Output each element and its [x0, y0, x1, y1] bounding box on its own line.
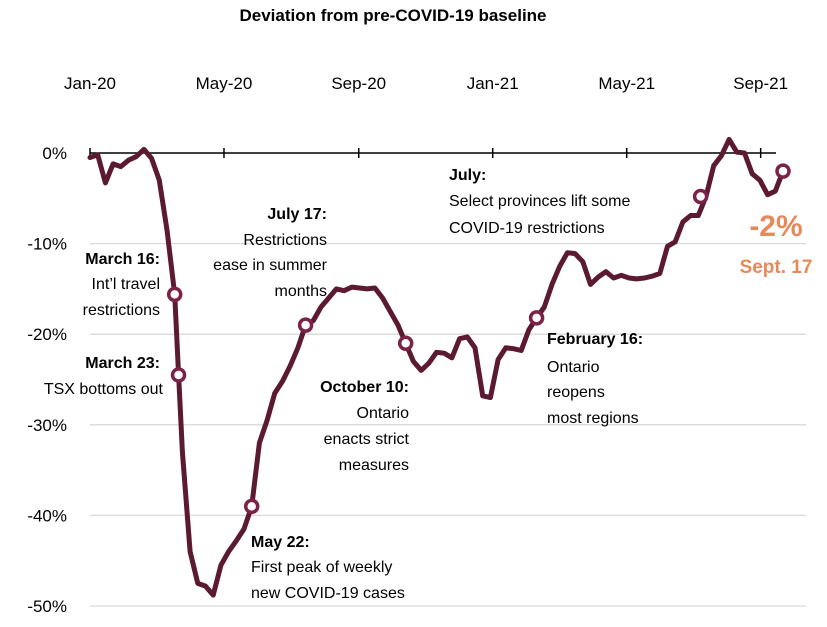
y-tick-label: -20% [27, 325, 67, 344]
annotation-line: restrictions [83, 302, 160, 319]
gridlines [90, 242, 806, 607]
annotation-line: Ontario [547, 359, 600, 376]
series-line [87, 136, 786, 598]
annotation-july-17: July 17: Restrictions ease in summer mon… [213, 206, 327, 300]
chart-title: Deviation from pre-COVID-19 baseline [239, 6, 546, 25]
event-marker [243, 498, 260, 515]
annotation-line: Ontario [357, 405, 410, 422]
annotation-title: February 16: [547, 331, 643, 348]
annotation-march-16: March 16: Int’l travel restrictions [83, 251, 160, 319]
annotation-line: measures [339, 457, 409, 474]
x-tick-label: Jan-21 [467, 74, 519, 93]
event-marker [166, 286, 183, 303]
latest-value-callout: -2% Sept. 17 [740, 210, 813, 278]
y-tick-label: -50% [27, 597, 67, 616]
callout-date: Sept. 17 [740, 257, 813, 278]
y-tick-label: -40% [27, 506, 67, 525]
annotation-july-2021: July: Select provinces lift some COVID-1… [449, 167, 631, 237]
annotation-title: March 23: [85, 355, 160, 372]
annotation-line: TSX bottoms out [44, 381, 164, 398]
annotation-line: COVID-19 restrictions [449, 220, 605, 237]
x-tick-label: Jan-20 [64, 74, 116, 93]
event-marker [692, 188, 709, 205]
annotation-title: March 16: [85, 251, 160, 268]
x-tick-label: May-21 [598, 74, 655, 93]
y-tick-label: -10% [27, 235, 67, 254]
annotation-line: ease in summer [213, 257, 327, 274]
annotation-line: enacts strict [324, 431, 410, 448]
annotation-line: Int’l travel [92, 276, 160, 293]
annotations: March 16: Int’l travel restrictions Marc… [44, 167, 813, 602]
callout-value: -2% [749, 210, 802, 243]
annotation-may-22: May 22: First peak of weekly new COVID-1… [251, 534, 405, 602]
annotation-title: May 22: [251, 534, 310, 551]
y-tick-label: 0% [42, 144, 67, 163]
annotation-title: July: [449, 167, 486, 184]
annotation-line: Restrictions [243, 232, 327, 249]
annotation-line: Select provinces lift some [449, 193, 631, 210]
y-tick-label: -30% [27, 416, 67, 435]
x-tick-label: May-20 [196, 74, 253, 93]
x-tick-label: Sep-21 [733, 74, 788, 93]
annotation-line: First peak of weekly [251, 559, 392, 576]
event-marker [775, 163, 791, 179]
annotation-title: October 10: [320, 379, 409, 396]
event-marker [170, 367, 187, 383]
annotation-february-16: February 16: Ontario reopens most region… [547, 331, 643, 427]
annotation-line: months [275, 283, 327, 300]
annotation-title: July 17: [267, 206, 327, 223]
event-marker [528, 310, 545, 326]
annotation-march-23: March 23: TSX bottoms out [44, 355, 164, 398]
event-markers [166, 163, 791, 515]
event-marker [297, 317, 314, 333]
annotation-line: reopens [547, 384, 605, 401]
annotation-line: new COVID-19 cases [251, 585, 405, 602]
event-marker [397, 335, 414, 352]
x-axis: Jan-20 May-20 Sep-20 Jan-21 May-21 Sep-21 [64, 74, 788, 158]
annotation-line: most regions [547, 410, 639, 427]
annotation-october-10: October 10: Ontario enacts strict measur… [320, 379, 409, 474]
x-tick-label: Sep-20 [331, 74, 386, 93]
y-axis: 0% -10% -20% -30% -40% -50% [27, 144, 67, 616]
